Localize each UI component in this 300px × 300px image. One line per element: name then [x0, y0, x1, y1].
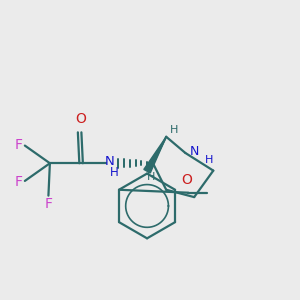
Text: O: O [182, 173, 192, 187]
Text: H: H [205, 155, 213, 165]
Text: H: H [110, 166, 119, 178]
Text: F: F [14, 175, 22, 188]
Text: F: F [14, 138, 22, 152]
Polygon shape [144, 137, 166, 173]
Text: N: N [104, 155, 114, 168]
Text: O: O [75, 112, 86, 126]
Text: H: H [170, 125, 178, 135]
Text: H: H [147, 172, 156, 182]
Text: N: N [190, 145, 199, 158]
Text: F: F [44, 197, 52, 212]
